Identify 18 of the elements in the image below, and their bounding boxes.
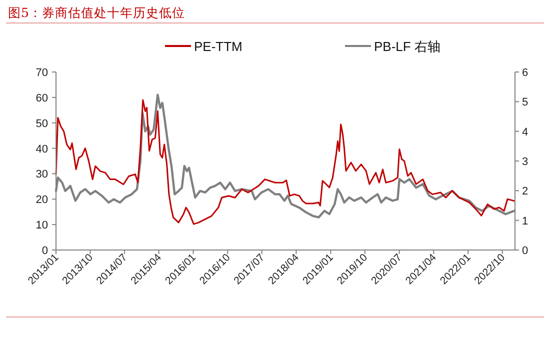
y-tick-label: 20: [36, 194, 48, 206]
legend-label: PB-LF 右轴: [374, 39, 440, 54]
y-tick-label: 0: [42, 245, 48, 257]
y2-tick-label: 5: [522, 96, 528, 109]
y-tick-label: 40: [36, 143, 48, 156]
y-tick-label: 10: [36, 220, 48, 232]
y2-tick-label: 3: [522, 156, 528, 168]
y2-tick-label: 2: [522, 186, 528, 198]
legend-label: PE-TTM: [194, 39, 242, 54]
y-tick-label: 70: [36, 67, 48, 79]
y-tick-label: 50: [36, 118, 48, 130]
y2-tick-label: 6: [522, 67, 528, 79]
y-tick-label: 60: [36, 92, 48, 104]
y2-tick-label: 1: [522, 215, 528, 228]
y2-tick-label: 4: [522, 126, 528, 138]
chart-title: 图5：券商估值处十年历史低位: [8, 5, 185, 20]
y-tick-label: 30: [36, 168, 48, 181]
y2-tick-label: 0: [522, 245, 528, 257]
